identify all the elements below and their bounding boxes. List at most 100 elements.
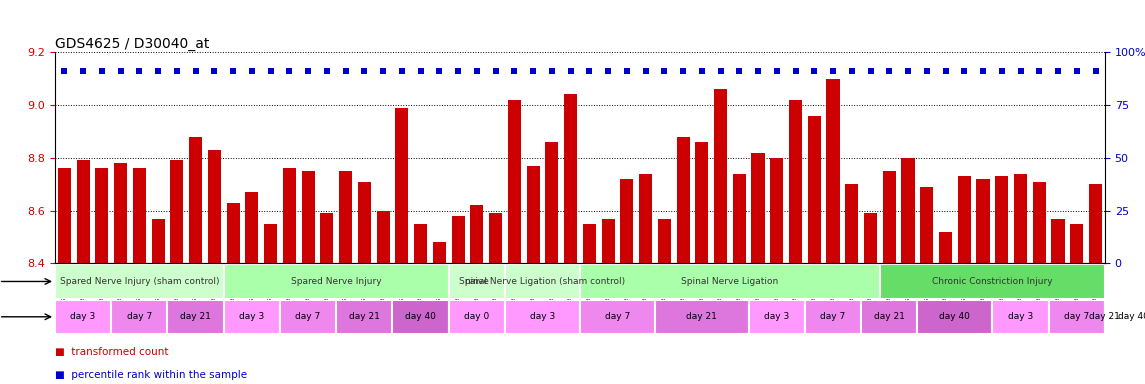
Bar xyxy=(114,163,127,263)
Point xyxy=(281,68,299,74)
Point xyxy=(767,68,785,74)
Text: day 21: day 21 xyxy=(349,312,380,321)
Text: Spared Nerve Injury (sham control): Spared Nerve Injury (sham control) xyxy=(60,277,219,286)
Bar xyxy=(55,264,223,299)
Bar xyxy=(414,224,427,263)
Point xyxy=(805,68,823,74)
Bar xyxy=(507,100,521,263)
Text: Spinal Nerve Ligation: Spinal Nerve Ligation xyxy=(681,277,779,286)
Bar xyxy=(993,300,1049,334)
Text: day 40: day 40 xyxy=(940,312,970,321)
Bar xyxy=(601,218,615,263)
Bar xyxy=(505,264,579,299)
Bar xyxy=(77,161,89,263)
Text: day 7: day 7 xyxy=(295,312,321,321)
Bar xyxy=(977,179,989,263)
Point xyxy=(731,68,749,74)
Bar xyxy=(545,142,559,263)
Text: day 7: day 7 xyxy=(1064,312,1089,321)
Bar xyxy=(805,300,861,334)
Bar xyxy=(489,213,503,263)
Bar xyxy=(1071,224,1083,263)
Bar xyxy=(471,205,483,263)
Text: day 21: day 21 xyxy=(180,312,211,321)
Bar xyxy=(1014,174,1027,263)
Bar xyxy=(111,300,167,334)
Text: day 7: day 7 xyxy=(821,312,846,321)
Bar xyxy=(133,168,145,263)
Bar xyxy=(223,300,279,334)
Point xyxy=(337,68,355,74)
Bar xyxy=(917,300,993,334)
Point xyxy=(955,68,973,74)
Point xyxy=(917,68,935,74)
Text: ■  percentile rank within the sample: ■ percentile rank within the sample xyxy=(55,370,247,380)
Bar xyxy=(1033,182,1045,263)
Point xyxy=(599,68,617,74)
Bar xyxy=(751,152,765,263)
Bar xyxy=(357,182,371,263)
Bar xyxy=(583,224,595,263)
Text: day 40: day 40 xyxy=(1118,312,1145,321)
Text: day 21: day 21 xyxy=(1090,312,1120,321)
Bar xyxy=(433,242,445,263)
Point xyxy=(899,68,917,74)
Point xyxy=(393,68,411,74)
Point xyxy=(787,68,805,74)
Point xyxy=(1067,68,1085,74)
Point xyxy=(617,68,635,74)
Bar xyxy=(695,142,709,263)
Point xyxy=(299,68,317,74)
Text: ■  transformed count: ■ transformed count xyxy=(55,347,168,357)
Point xyxy=(224,68,243,74)
Bar xyxy=(449,300,505,334)
Point xyxy=(1087,68,1105,74)
Bar xyxy=(321,213,333,263)
Text: day 3: day 3 xyxy=(764,312,789,321)
Bar xyxy=(564,94,577,263)
Bar xyxy=(677,137,689,263)
Bar xyxy=(807,116,821,263)
Bar xyxy=(733,174,745,263)
Bar xyxy=(337,300,393,334)
Bar xyxy=(151,218,165,263)
Text: day 3: day 3 xyxy=(239,312,264,321)
Bar xyxy=(171,161,183,263)
Bar xyxy=(223,264,449,299)
Point xyxy=(111,68,129,74)
Bar xyxy=(189,137,203,263)
Text: day 21: day 21 xyxy=(686,312,717,321)
Point xyxy=(431,68,449,74)
Point xyxy=(449,68,467,74)
Point xyxy=(1030,68,1049,74)
Point xyxy=(1011,68,1029,74)
Point xyxy=(261,68,279,74)
Bar xyxy=(505,300,579,334)
Point xyxy=(843,68,861,74)
Bar xyxy=(393,300,449,334)
Bar xyxy=(861,300,917,334)
Bar xyxy=(827,79,839,263)
Bar xyxy=(1089,184,1103,263)
Bar xyxy=(714,89,727,263)
Text: day 21: day 21 xyxy=(874,312,905,321)
Point xyxy=(674,68,693,74)
Bar xyxy=(621,179,633,263)
Bar xyxy=(245,192,259,263)
Text: day 7: day 7 xyxy=(605,312,630,321)
Bar xyxy=(395,108,409,263)
Bar xyxy=(207,150,221,263)
Point xyxy=(411,68,429,74)
Bar xyxy=(167,300,223,334)
Point xyxy=(824,68,843,74)
Point xyxy=(317,68,335,74)
Text: GDS4625 / D30040_at: GDS4625 / D30040_at xyxy=(55,37,210,51)
Bar xyxy=(283,168,295,263)
Point xyxy=(561,68,579,74)
Point xyxy=(187,68,205,74)
Bar xyxy=(339,171,353,263)
Point xyxy=(937,68,955,74)
Point xyxy=(655,68,673,74)
Bar xyxy=(789,100,803,263)
Point xyxy=(243,68,261,74)
